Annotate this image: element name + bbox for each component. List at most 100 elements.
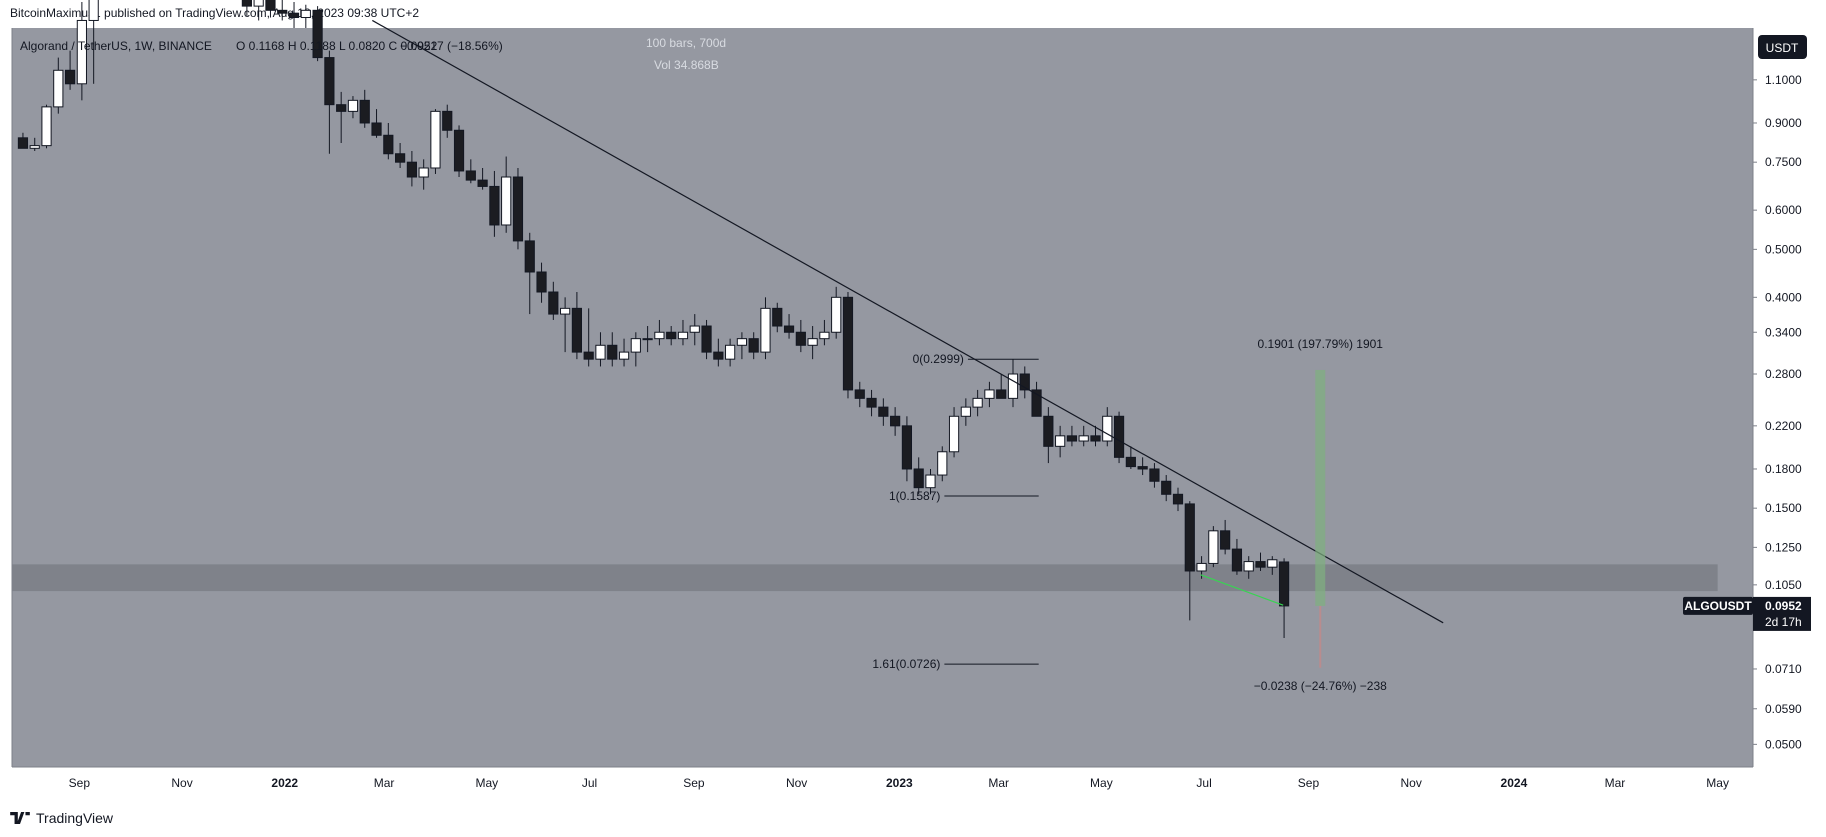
candle[interactable] bbox=[618, 338, 630, 367]
candle[interactable] bbox=[336, 91, 347, 143]
candle[interactable] bbox=[265, 0, 276, 18]
candle[interactable] bbox=[1090, 425, 1101, 447]
candle[interactable] bbox=[1208, 526, 1219, 568]
candle[interactable] bbox=[1278, 558, 1290, 639]
candle[interactable] bbox=[465, 159, 476, 184]
candle[interactable] bbox=[359, 89, 370, 128]
candle[interactable] bbox=[430, 109, 441, 174]
candle[interactable] bbox=[29, 137, 40, 152]
candle[interactable] bbox=[878, 398, 889, 426]
candle[interactable] bbox=[1255, 552, 1266, 571]
candle[interactable] bbox=[347, 96, 359, 119]
candle[interactable] bbox=[713, 338, 724, 367]
candle[interactable] bbox=[583, 308, 594, 367]
measure-down-bar[interactable] bbox=[1319, 605, 1322, 668]
candle[interactable] bbox=[1172, 487, 1184, 512]
candle[interactable] bbox=[560, 297, 571, 353]
candle[interactable] bbox=[701, 319, 712, 360]
candle[interactable] bbox=[630, 332, 641, 367]
candle[interactable] bbox=[1031, 381, 1042, 417]
candle[interactable] bbox=[831, 286, 842, 339]
candle[interactable] bbox=[1184, 501, 1195, 621]
candle[interactable] bbox=[1113, 411, 1125, 464]
candle[interactable] bbox=[17, 132, 29, 149]
candle[interactable] bbox=[760, 297, 771, 360]
candle[interactable] bbox=[241, 0, 252, 17]
candle[interactable] bbox=[477, 167, 488, 190]
candle[interactable] bbox=[642, 326, 653, 353]
descending-resistance-line[interactable] bbox=[372, 19, 1444, 624]
price-chart[interactable]: 1.1000 0.9000 0.7500 0.6000 0.5000 0.4000 0.34… bbox=[0, 0, 1826, 810]
candle[interactable] bbox=[371, 109, 382, 138]
candle[interactable] bbox=[395, 142, 406, 168]
candle[interactable] bbox=[536, 262, 547, 303]
candle[interactable] bbox=[288, 1, 300, 28]
candle[interactable] bbox=[677, 319, 689, 346]
candle[interactable] bbox=[736, 332, 748, 360]
bullish-divergence-line[interactable] bbox=[1200, 574, 1284, 606]
candle[interactable] bbox=[854, 381, 865, 408]
candle[interactable] bbox=[76, 1, 87, 101]
candle[interactable] bbox=[1137, 457, 1148, 476]
candle[interactable] bbox=[300, 4, 311, 28]
candle[interactable] bbox=[489, 170, 500, 237]
candle[interactable] bbox=[571, 292, 582, 360]
price-axis[interactable]: 1.1000 0.9000 0.7500 0.6000 0.5000 0.4000 0.34… bbox=[1752, 28, 1826, 767]
candle[interactable] bbox=[689, 314, 700, 346]
candle[interactable] bbox=[819, 319, 830, 346]
candle[interactable] bbox=[937, 446, 948, 482]
candle[interactable] bbox=[1078, 425, 1089, 447]
candle[interactable] bbox=[548, 281, 559, 320]
candle[interactable] bbox=[312, 6, 323, 62]
candle[interactable] bbox=[442, 104, 453, 138]
candle[interactable] bbox=[783, 314, 795, 339]
candle[interactable] bbox=[1066, 425, 1078, 447]
candle[interactable] bbox=[1055, 425, 1066, 458]
candle[interactable] bbox=[913, 457, 924, 495]
candle[interactable] bbox=[972, 389, 983, 417]
candle[interactable] bbox=[925, 468, 936, 495]
candle[interactable] bbox=[524, 232, 535, 315]
candle[interactable] bbox=[772, 302, 783, 333]
candle[interactable] bbox=[666, 326, 677, 346]
candle[interactable] bbox=[1007, 359, 1019, 408]
candle[interactable] bbox=[1220, 519, 1231, 555]
candle[interactable] bbox=[984, 381, 995, 408]
candle[interactable] bbox=[1102, 407, 1113, 447]
candle[interactable] bbox=[383, 122, 394, 160]
candle[interactable] bbox=[64, 50, 76, 90]
candle[interactable] bbox=[418, 159, 429, 190]
candle[interactable] bbox=[324, 50, 335, 154]
time-axis[interactable]: Sep Nov 2022 Mar May Jul Sep Nov 2023 Mar May Jul Se… bbox=[11, 28, 1826, 797]
candle[interactable] bbox=[901, 416, 913, 482]
footer-brand[interactable]: TradingView bbox=[10, 810, 113, 826]
candle[interactable] bbox=[253, 0, 264, 21]
candle[interactable] bbox=[41, 104, 52, 149]
measure-up-bar[interactable] bbox=[1315, 369, 1326, 606]
candle[interactable] bbox=[996, 373, 1007, 399]
candle[interactable] bbox=[960, 398, 971, 426]
candle[interactable] bbox=[88, 0, 99, 84]
candle[interactable] bbox=[1267, 556, 1278, 575]
candle[interactable] bbox=[406, 151, 417, 187]
candle[interactable] bbox=[1161, 475, 1172, 502]
candle[interactable] bbox=[842, 292, 854, 399]
candle[interactable] bbox=[53, 57, 64, 114]
candle[interactable] bbox=[807, 326, 818, 360]
candle[interactable] bbox=[1231, 538, 1243, 575]
candle[interactable] bbox=[1149, 463, 1160, 488]
candle[interactable] bbox=[595, 332, 606, 367]
candle[interactable] bbox=[654, 319, 665, 346]
candle[interactable] bbox=[890, 407, 901, 436]
candle[interactable] bbox=[725, 338, 736, 367]
candle[interactable] bbox=[748, 332, 759, 360]
candle[interactable] bbox=[948, 407, 960, 458]
candle[interactable] bbox=[1043, 407, 1054, 464]
candle[interactable] bbox=[795, 319, 806, 353]
currency-badge[interactable]: USDT bbox=[1758, 35, 1807, 59]
candle[interactable] bbox=[501, 156, 512, 233]
candle[interactable] bbox=[1243, 556, 1254, 579]
candle[interactable] bbox=[1019, 366, 1030, 399]
candle[interactable] bbox=[607, 332, 618, 367]
candle[interactable] bbox=[512, 167, 524, 250]
